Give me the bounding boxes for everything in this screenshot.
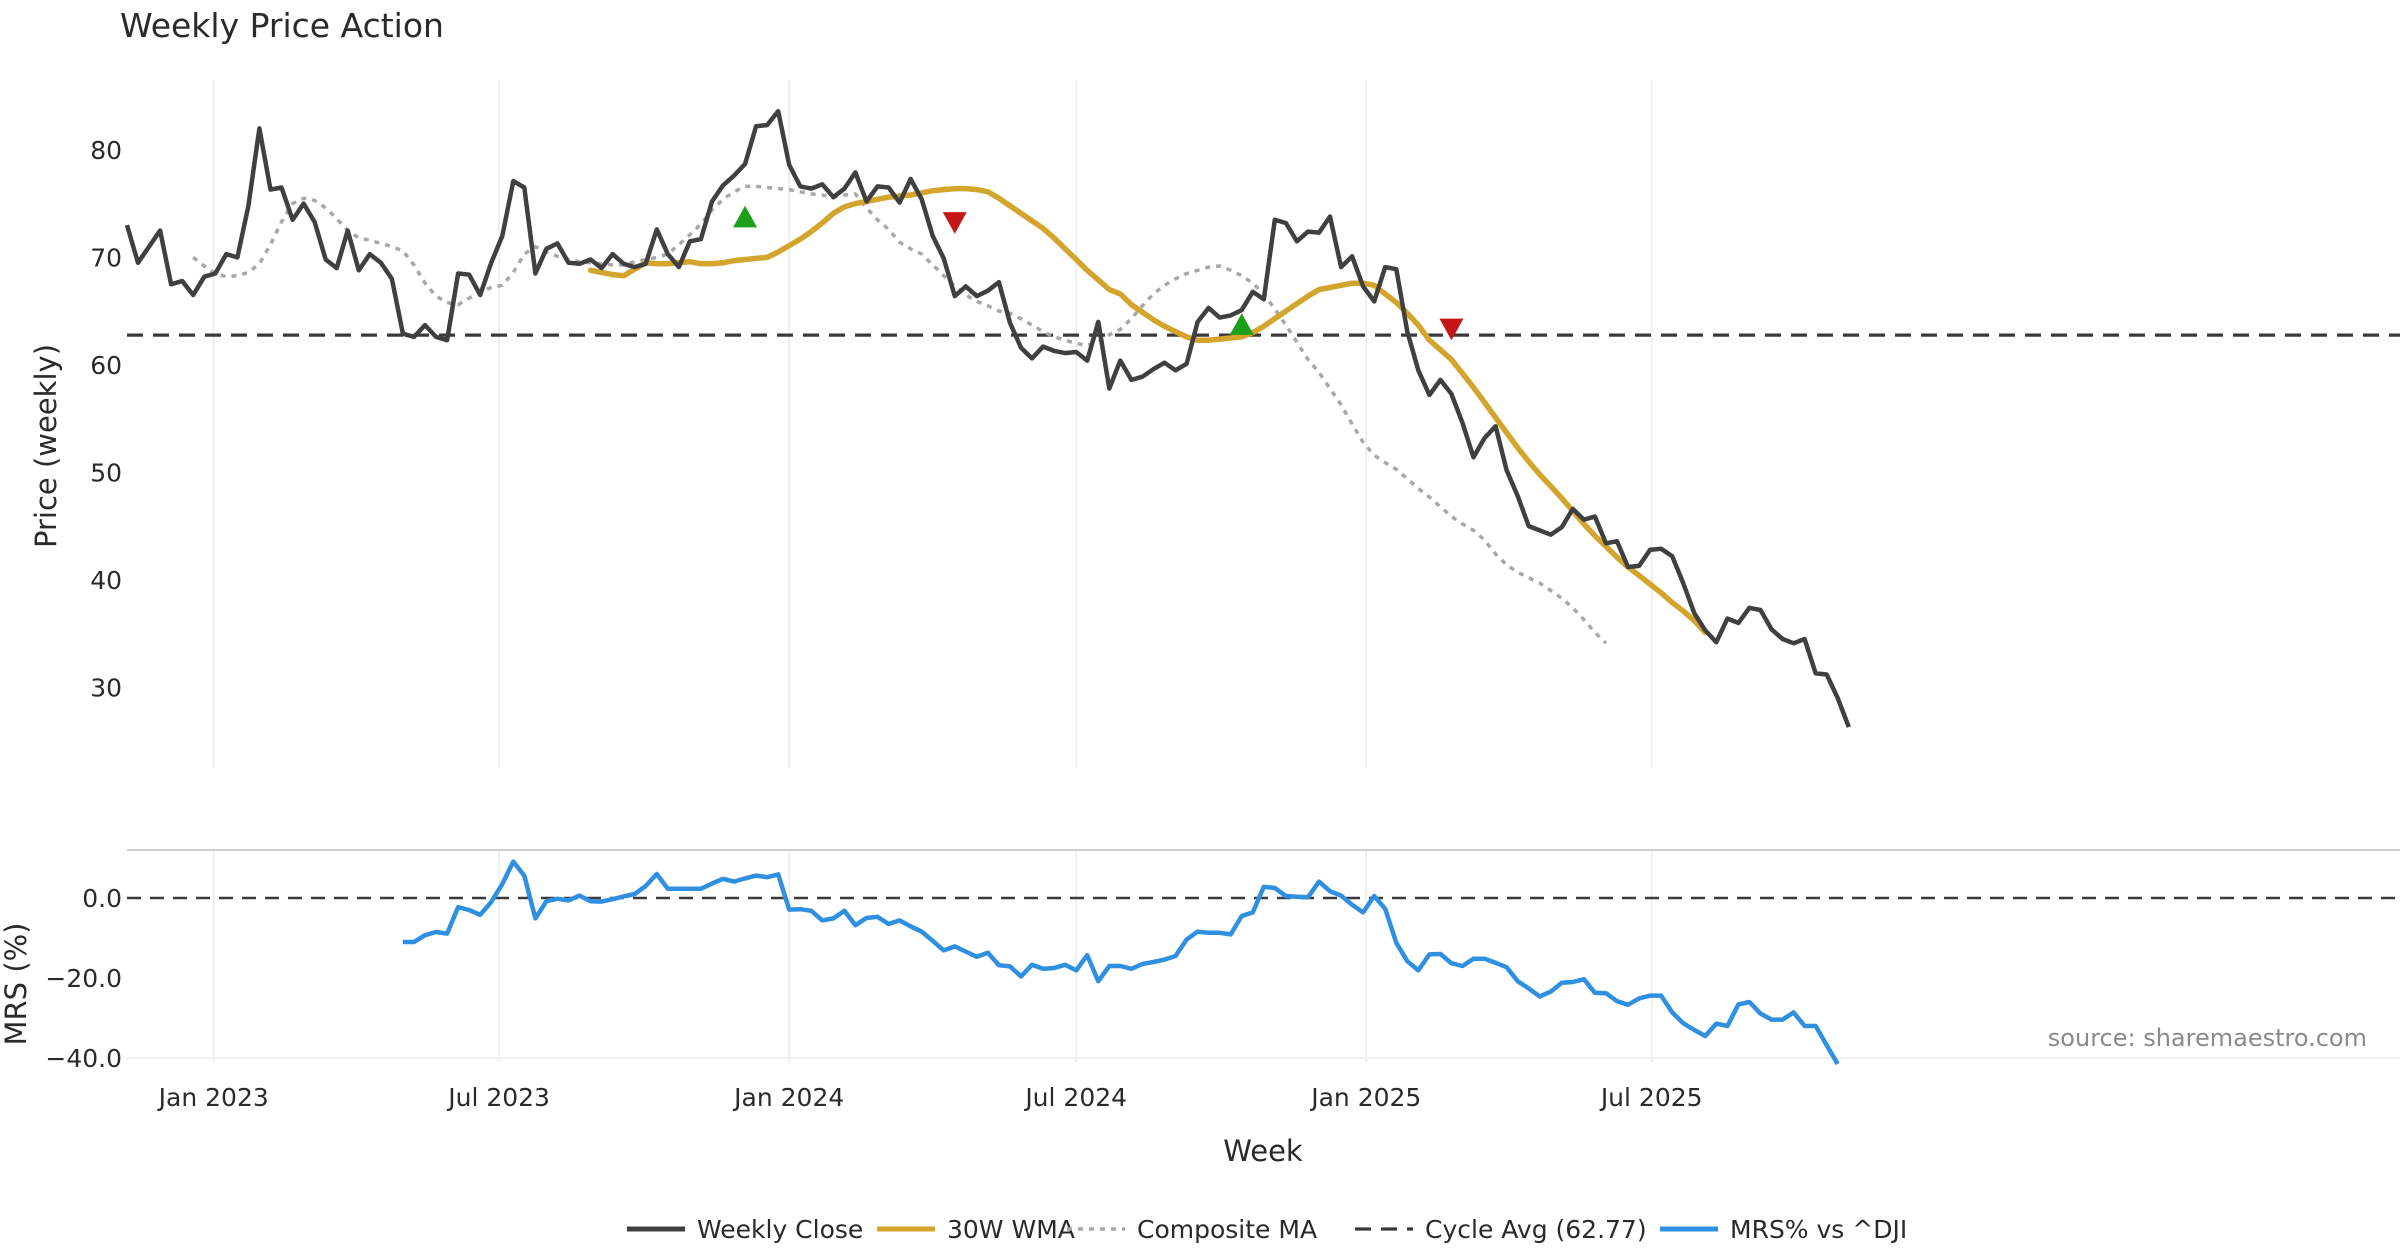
legend: Weekly Close 30W WMA Composite MA Cycle Avg…	[627, 1215, 1907, 1244]
legend-label-2: 30W WMA	[947, 1215, 1075, 1244]
x-tick-label: Jan 2025	[1309, 1083, 1421, 1112]
price-y-tick-label: 40	[90, 566, 122, 595]
price-y-tick-label: 70	[90, 243, 122, 272]
price-y-tick-label: 60	[90, 351, 122, 380]
sell-signal-marker-4	[1439, 318, 1464, 341]
chart-title: Weekly Price Action	[120, 6, 444, 45]
x-tick-label: Jan 2023	[157, 1083, 269, 1112]
mrs-line	[402, 859, 1840, 1066]
x-axis-label: Week	[1223, 1134, 1303, 1168]
mrs-y-tick-label: 0.0	[82, 884, 122, 913]
wma-30w-line	[587, 185, 1709, 636]
x-tick-label: Jul 2023	[446, 1083, 550, 1112]
buy-signal-marker-3	[1229, 313, 1254, 335]
price-y-tick-label: 80	[90, 136, 122, 165]
buy-signal-marker-1	[733, 205, 758, 228]
price-y-tick-label: 30	[90, 673, 122, 702]
price-y-tick-label: 50	[90, 458, 122, 487]
price-panel: 30 40 50 60 70 80	[90, 108, 2400, 728]
x-tick-label: Jul 2025	[1599, 1083, 1703, 1112]
source-note: source: sharemaestro.com	[2048, 1024, 2367, 1052]
y-axis-label-price: Price (weekly)	[29, 344, 63, 548]
mrs-panel: 0.0 −20.0 −40.0	[45, 849, 2400, 1073]
composite-ma-line	[192, 184, 1608, 645]
weekly-close-line	[124, 108, 1851, 728]
y-axis-label-mrs: MRS (%)	[0, 923, 33, 1046]
x-tick-label: Jan 2024	[732, 1083, 844, 1112]
x-tick-label: Jul 2024	[1023, 1083, 1127, 1112]
legend-label-3: Composite MA	[1137, 1215, 1317, 1244]
x-axis: Jan 2023 Jul 2023 Jan 2024 Jul 2024 Jan 2025…	[157, 1083, 1703, 1112]
vertical-gridlines	[212, 80, 1653, 1062]
legend-label-1: Weekly Close	[697, 1215, 863, 1244]
mrs-y-tick-label: −40.0	[45, 1044, 122, 1073]
sell-signal-marker-2	[942, 212, 967, 234]
legend-label-5: MRS% vs ^DJI	[1730, 1215, 1907, 1244]
mrs-y-tick-label: −20.0	[45, 964, 122, 993]
legend-label-4: Cycle Avg (62.77)	[1425, 1215, 1647, 1244]
